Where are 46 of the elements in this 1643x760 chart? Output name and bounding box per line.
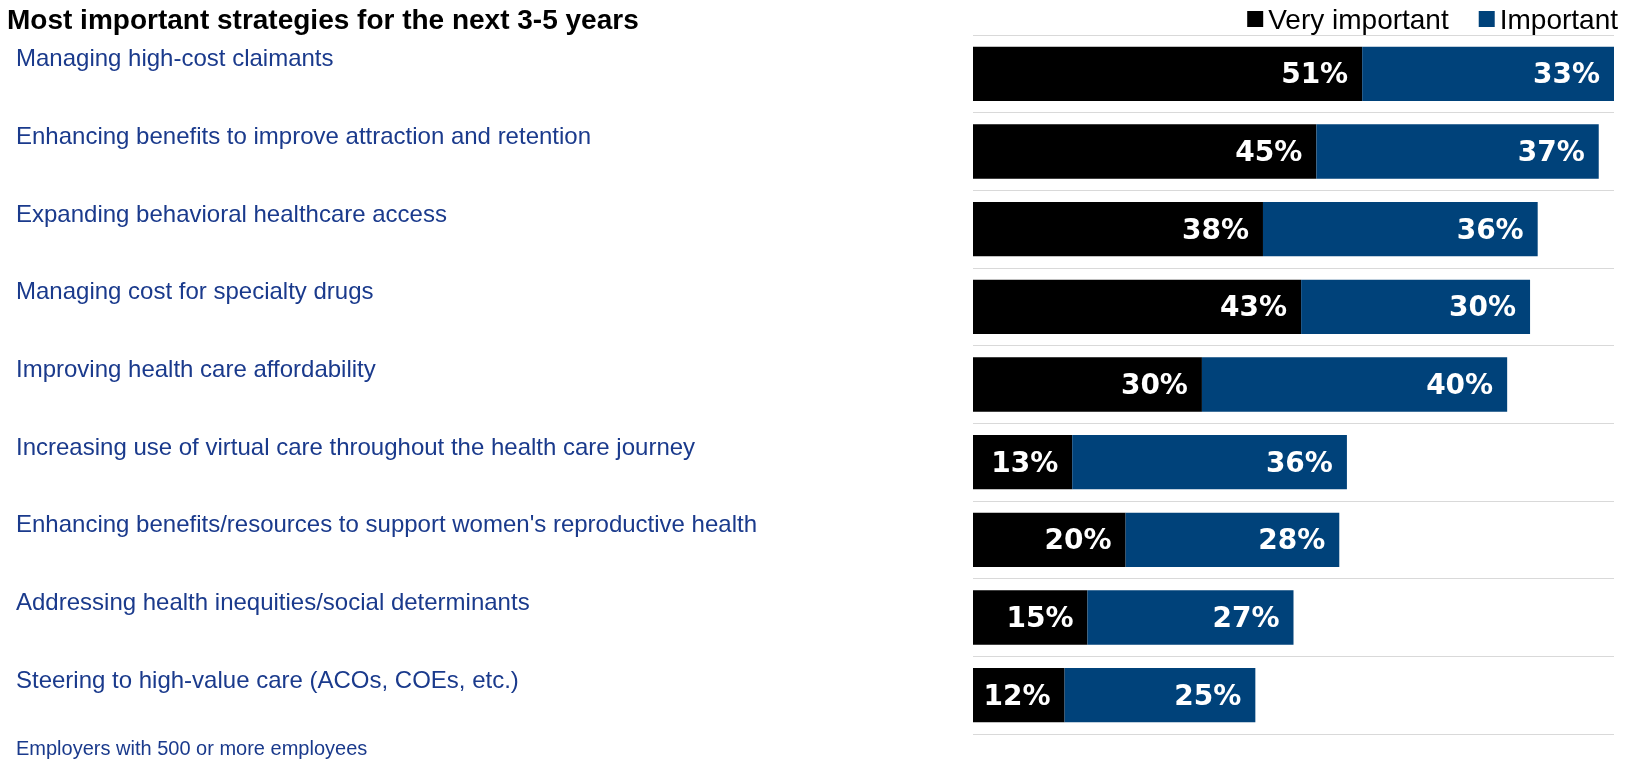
text: Most important strategies for the next 3-5 years [7,3,639,35]
y-tick-label: Enhancing benefits to improve attraction and retention [16,122,592,149]
data-label: 25% [1174,678,1242,712]
y-tick-label: Increasing use of virtual care throughout the health care journey [16,432,696,460]
bar [1087,590,1294,645]
bar [1301,279,1531,335]
bar [973,357,1202,412]
y-tick-label: Managing high-cost claimants [16,44,334,72]
y-tick-label: Addressing health inequities/social determinants [16,588,530,615]
bar [1201,357,1508,412]
data-label: 20% [1044,523,1112,557]
data-label: 15% [1006,601,1074,634]
bar [1316,124,1599,179]
bar [1064,667,1256,723]
bar [1125,512,1340,568]
y-tick-label: Expanding behavioral healthcare access [16,199,447,227]
y-tick-label: Managing cost for specialty drugs [16,277,374,305]
data-label: 30% [1120,368,1188,401]
data-label: 36% [1456,212,1524,246]
data-label: 43% [1220,290,1288,324]
data-label: 28% [1258,523,1326,557]
data-label: 40% [1426,368,1494,401]
y-tick-label: Steering to high-value care (ACOs, COEs, etc.) [16,665,519,693]
bar [973,512,1126,568]
bar [1362,46,1614,102]
y-tick-label: Enhancing benefits/resources to support women's reproductive health [16,510,758,538]
bar [973,46,1363,102]
data-label: 45% [1235,135,1303,168]
data-label: 38% [1181,212,1249,246]
bar [973,201,1263,257]
bar [1262,201,1538,257]
bar [973,124,1317,179]
data-label: 13% [991,445,1059,479]
data-label: 12% [983,678,1051,712]
bar [1072,434,1347,490]
bar [973,279,1302,335]
data-label: 36% [1265,445,1333,479]
legend-label: Important [1499,3,1619,35]
legend-label: Very important [1268,3,1449,35]
y-tick-label: Improving health care affordability [16,355,376,382]
text: Employers with 500 or more employees [16,737,368,759]
data-label: 27% [1212,601,1280,634]
data-label: 30% [1449,290,1517,324]
data-label: 51% [1281,57,1349,91]
data-label: 33% [1532,57,1600,91]
data-label: 37% [1517,135,1585,168]
